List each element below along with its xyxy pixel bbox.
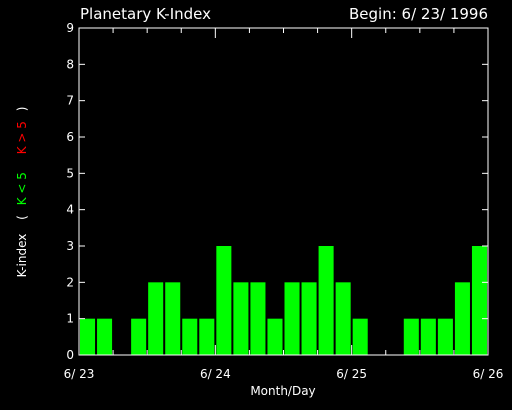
chart-subtitle: Begin: 6/ 23/ 1996 [349,5,488,23]
bar [301,282,317,355]
bar [267,318,283,355]
y-legend-high: K > 5 [15,121,29,154]
bar [199,318,215,355]
y-tick-label: 6 [66,130,74,144]
y-axis-label: K-index [15,234,29,278]
bar [216,246,232,355]
bar [97,318,113,355]
y-tick-label: 5 [66,166,74,180]
x-axis: 6/ 23 6/ 24 6/ 25 6/ 26 [64,28,504,381]
bar [437,318,453,355]
bar-group [80,246,487,355]
y-legend-close: ) [15,107,29,112]
bar [148,282,164,355]
x-tick-label: 6/ 24 [200,367,231,381]
y-axis-label-group: K-index ( K < 5 K > 5 ) [15,107,29,278]
x-axis-label: Month/Day [250,384,315,398]
bar [454,282,470,355]
y-tick-label: 8 [66,57,74,71]
y-axis: 0 1 2 3 4 5 6 7 8 9 [66,21,488,362]
bar [403,318,419,355]
y-tick-label: 7 [66,94,74,108]
bar [335,282,351,355]
y-tick-label: 3 [66,239,74,253]
x-tick-label: 6/ 23 [64,367,95,381]
bar [233,282,249,355]
x-tick-label: 6/ 26 [473,367,504,381]
plot-frame [78,27,489,356]
bar [80,318,96,355]
bar [352,318,368,355]
bar [284,282,300,355]
y-legend-low: K < 5 [15,172,29,205]
y-tick-label: 0 [66,348,74,362]
bar [420,318,436,355]
svg-text:K-index ( K < 5: K-index ( K < 5 K > 5 ) [15,107,29,278]
y-tick-label: 9 [66,21,74,35]
bar [165,282,181,355]
bar [471,246,487,355]
bar [131,318,147,355]
y-tick-label: 4 [66,203,74,217]
y-tick-label: 2 [66,275,74,289]
bar [250,282,266,355]
bar [182,318,198,355]
x-tick-label: 6/ 25 [336,367,367,381]
bar [318,246,334,355]
chart-title: Planetary K-Index [80,5,211,23]
y-tick-label: 1 [66,312,74,326]
y-legend-open: ( [15,215,29,220]
